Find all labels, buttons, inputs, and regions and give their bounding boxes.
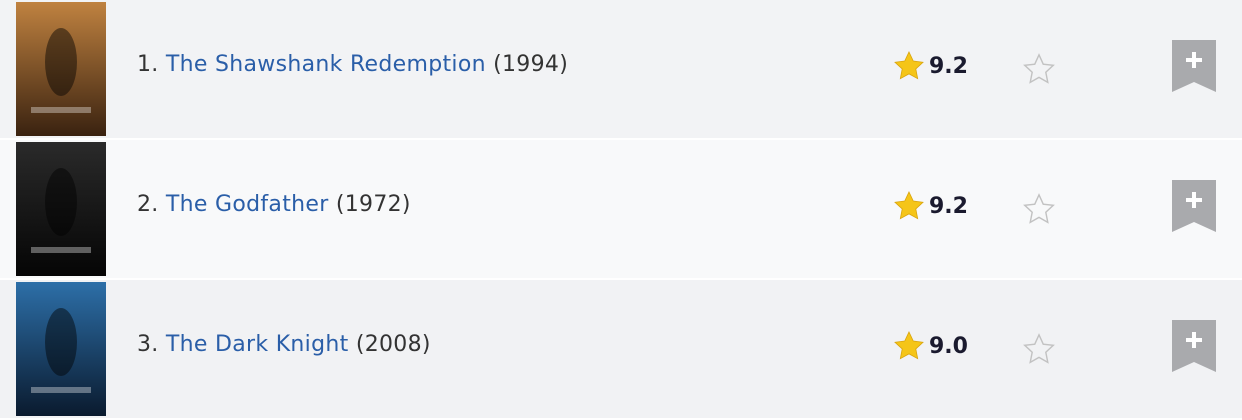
bookmark-plus-icon[interactable] [1172,320,1216,372]
movie-title-link[interactable]: The Godfather [165,192,329,217]
movie-row: 1. The Shawshank Redemption (1994) 9.2 [0,0,1242,138]
rating-value: 9.2 [929,193,968,219]
movie-rank: 3. [137,332,159,357]
movie-row: 3. The Dark Knight (2008) 9.0 [0,280,1242,418]
movie-rank: 2. [137,192,159,217]
star-filled-icon [894,51,924,80]
movie-rank: 1. [137,52,159,77]
star-outline-icon[interactable] [1022,192,1056,226]
star-filled-icon [894,331,924,360]
movie-title-line: 1. The Shawshank Redemption (1994) [137,52,568,77]
imdb-rating: 9.0 [893,330,968,362]
movie-row: 2. The Godfather (1972) 9.2 [0,140,1242,278]
movie-year: (2008) [355,332,431,357]
imdb-rating: 9.2 [893,50,968,82]
rating-value: 9.2 [929,53,968,79]
movie-poster[interactable] [16,142,106,276]
movie-year: (1994) [493,52,569,77]
star-filled-icon [894,191,924,220]
movie-title-line: 2. The Godfather (1972) [137,192,411,217]
bookmark-plus-icon[interactable] [1172,40,1216,92]
bookmark-plus-icon[interactable] [1172,180,1216,232]
movie-title-line: 3. The Dark Knight (2008) [137,332,431,357]
movie-poster[interactable] [16,2,106,136]
movie-year: (1972) [335,192,411,217]
rating-value: 9.0 [929,333,968,359]
movie-title-link[interactable]: The Shawshank Redemption [165,52,486,77]
movie-poster[interactable] [16,282,106,416]
star-outline-icon[interactable] [1022,332,1056,366]
imdb-rating: 9.2 [893,190,968,222]
star-outline-icon[interactable] [1022,52,1056,86]
movie-title-link[interactable]: The Dark Knight [165,332,349,357]
